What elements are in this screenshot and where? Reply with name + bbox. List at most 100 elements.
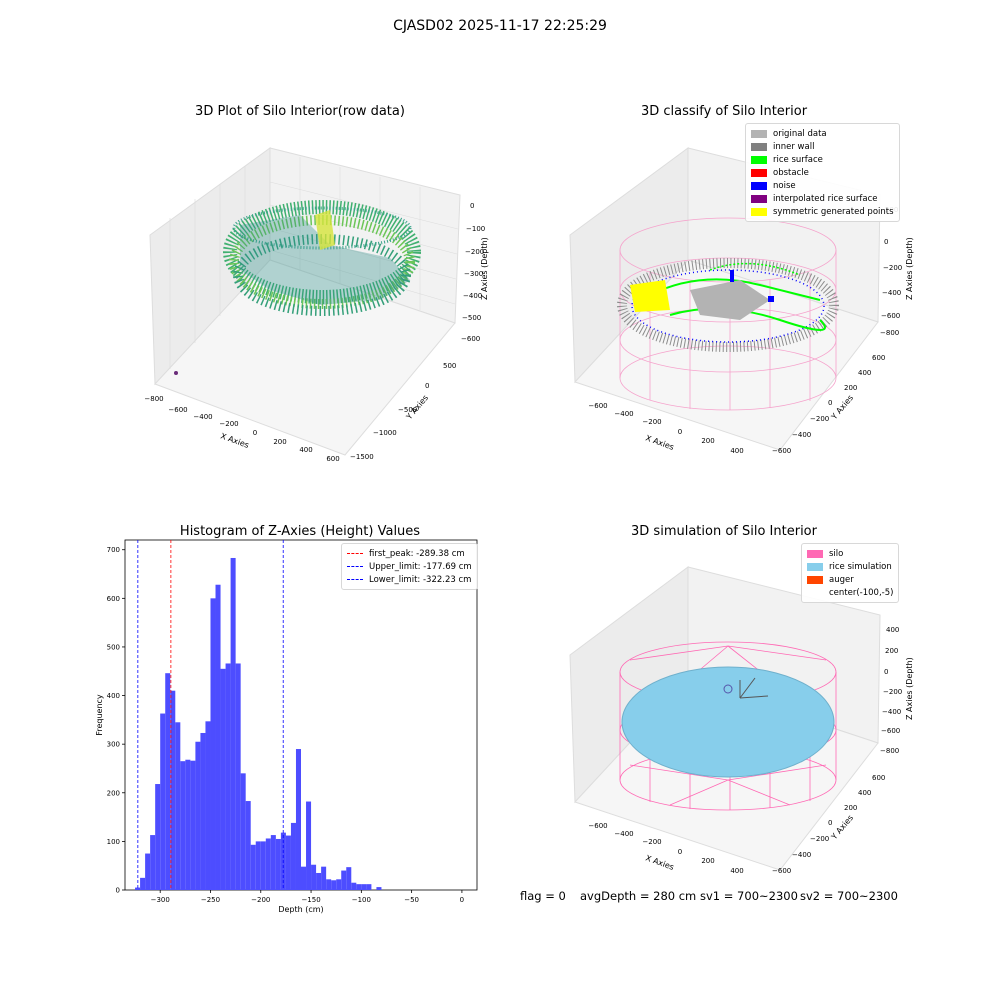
- raw-outlier-point: [174, 371, 178, 375]
- svg-text:−200: −200: [219, 420, 238, 428]
- histogram-bar: [341, 870, 347, 890]
- histogram-bar: [195, 741, 201, 890]
- histogram-bar: [290, 822, 296, 890]
- svg-text:600: 600: [872, 774, 885, 782]
- histogram-bar: [200, 732, 206, 890]
- histogram-bar: [215, 584, 221, 890]
- x-tick-label: −150: [301, 896, 320, 904]
- svg-text:−600: −600: [772, 447, 791, 455]
- classify-3d-plot: −600 −400 −200 0 200 400 600 400 200 0 −…: [569, 147, 914, 455]
- svg-text:400: 400: [886, 626, 899, 634]
- histogram-bar: [321, 866, 327, 890]
- x-tick-label: −200: [251, 896, 270, 904]
- svg-text:400: 400: [858, 369, 871, 377]
- histogram-bar: [160, 713, 166, 890]
- svg-text:0: 0: [678, 848, 682, 856]
- y-tick-label: 0: [116, 887, 120, 895]
- svg-text:400: 400: [858, 789, 871, 797]
- figure-title: CJASD02 2025-11-17 22:25:29: [393, 18, 607, 34]
- raw-y-ticks: 500 0 −500 −1000 −1500: [350, 362, 456, 461]
- legend-entry-rice-surface: rice surface: [751, 153, 894, 166]
- svg-text:−200: −200: [810, 835, 829, 843]
- histogram-title: Histogram of Z-Axies (Height) Values: [179, 524, 421, 539]
- flag-status: flag = 0: [520, 889, 566, 903]
- classify-point-cloud: [617, 258, 839, 352]
- svg-text:400: 400: [299, 446, 312, 454]
- histogram-bar: [170, 690, 176, 890]
- legend-entry-silo: silo: [807, 547, 893, 560]
- svg-text:−200: −200: [810, 415, 829, 423]
- histogram-legend: first_peak: -289.38 cm Upper_limit: -177…: [341, 543, 478, 590]
- svg-text:−100: −100: [466, 225, 485, 233]
- classify-z-label: Z Axies (Depth): [905, 237, 914, 300]
- x-tick-label: −250: [201, 896, 220, 904]
- svg-text:0: 0: [828, 819, 832, 827]
- sv1-status: sv1 = 700~2300: [700, 889, 798, 903]
- svg-text:−300: −300: [464, 270, 483, 278]
- histogram-bar: [150, 835, 156, 890]
- svg-text:−400: −400: [882, 708, 901, 716]
- legend-entry-auger: auger: [807, 573, 893, 586]
- simulation-y-label: Y Axies: [829, 813, 855, 842]
- svg-text:600: 600: [872, 354, 885, 362]
- legend-entry-obstacle: obstacle: [751, 166, 894, 179]
- legend-entry-first-peak: first_peak: -289.38 cm: [347, 547, 472, 560]
- y-tick-label: 700: [107, 546, 120, 554]
- svg-text:−500: −500: [398, 406, 417, 414]
- svg-text:−400: −400: [882, 289, 901, 297]
- histogram-bar: [250, 844, 256, 890]
- y-tick-label: 100: [107, 838, 120, 846]
- sv2-status: sv2 = 700~2300: [800, 889, 898, 903]
- rice-simulation-surface: [621, 666, 835, 778]
- classify-legend: original data inner wall rice surface ob…: [745, 123, 900, 222]
- histogram-bar: [301, 866, 307, 890]
- legend-entry-lower-limit: Lower_limit: -322.23 cm: [347, 573, 472, 586]
- svg-text:−200: −200: [642, 418, 661, 426]
- svg-text:−200: −200: [642, 838, 661, 846]
- svg-text:−1000: −1000: [373, 429, 397, 437]
- simulation-plot-title: 3D simulation of Silo Interior: [631, 524, 817, 539]
- svg-text:200: 200: [844, 804, 857, 812]
- histogram-bar: [361, 884, 367, 890]
- legend-entry-rice-simulation: rice simulation: [807, 560, 893, 573]
- svg-text:−800: −800: [880, 747, 899, 755]
- histogram-bar: [255, 841, 261, 890]
- histogram-bar: [326, 879, 332, 890]
- svg-text:0: 0: [884, 238, 888, 246]
- histogram-bar: [336, 879, 342, 890]
- svg-text:−800: −800: [880, 329, 899, 337]
- x-tick-label: 0: [460, 896, 464, 904]
- svg-text:0: 0: [884, 668, 888, 676]
- histogram-bar: [185, 759, 191, 890]
- raw-floor-pane: [154, 259, 456, 456]
- histogram-bar: [285, 835, 291, 890]
- histogram-bar: [145, 853, 151, 890]
- y-tick-label: 300: [107, 741, 120, 749]
- raw-plot-title: 3D Plot of Silo Interior(row data): [195, 104, 405, 119]
- raw-z-ticks: 0 −100 −200 −300 −400 −500 −600: [461, 202, 485, 343]
- svg-text:600: 600: [326, 455, 339, 463]
- classify-plot-title: 3D classify of Silo Interior: [640, 104, 808, 119]
- y-tick-label: 400: [107, 692, 120, 700]
- histogram-bar: [175, 722, 181, 890]
- histogram-bar: [366, 884, 372, 890]
- svg-text:500: 500: [443, 362, 456, 370]
- raw-x-ticks: −800 −600 −400 −200 0 200 400 600: [144, 395, 339, 463]
- svg-text:−400: −400: [463, 292, 482, 300]
- histogram-bar: [230, 557, 236, 890]
- svg-text:−400: −400: [792, 851, 811, 859]
- auger-marker: [723, 677, 769, 699]
- simulation-legend: silo rice simulation auger center(-100,-…: [801, 543, 900, 603]
- y-tick-label: 500: [107, 643, 120, 651]
- svg-text:0: 0: [253, 429, 257, 437]
- svg-text:200: 200: [844, 384, 857, 392]
- histogram-bar: [205, 721, 211, 890]
- x-tick-label: −100: [352, 896, 371, 904]
- svg-text:0: 0: [425, 382, 429, 390]
- svg-text:−1500: −1500: [350, 453, 374, 461]
- svg-text:−600: −600: [772, 867, 791, 875]
- histogram-bar: [180, 761, 186, 890]
- histogram-bar: [190, 760, 196, 890]
- raw-x-label: X Axies: [219, 431, 250, 450]
- histogram-bar: [275, 838, 281, 890]
